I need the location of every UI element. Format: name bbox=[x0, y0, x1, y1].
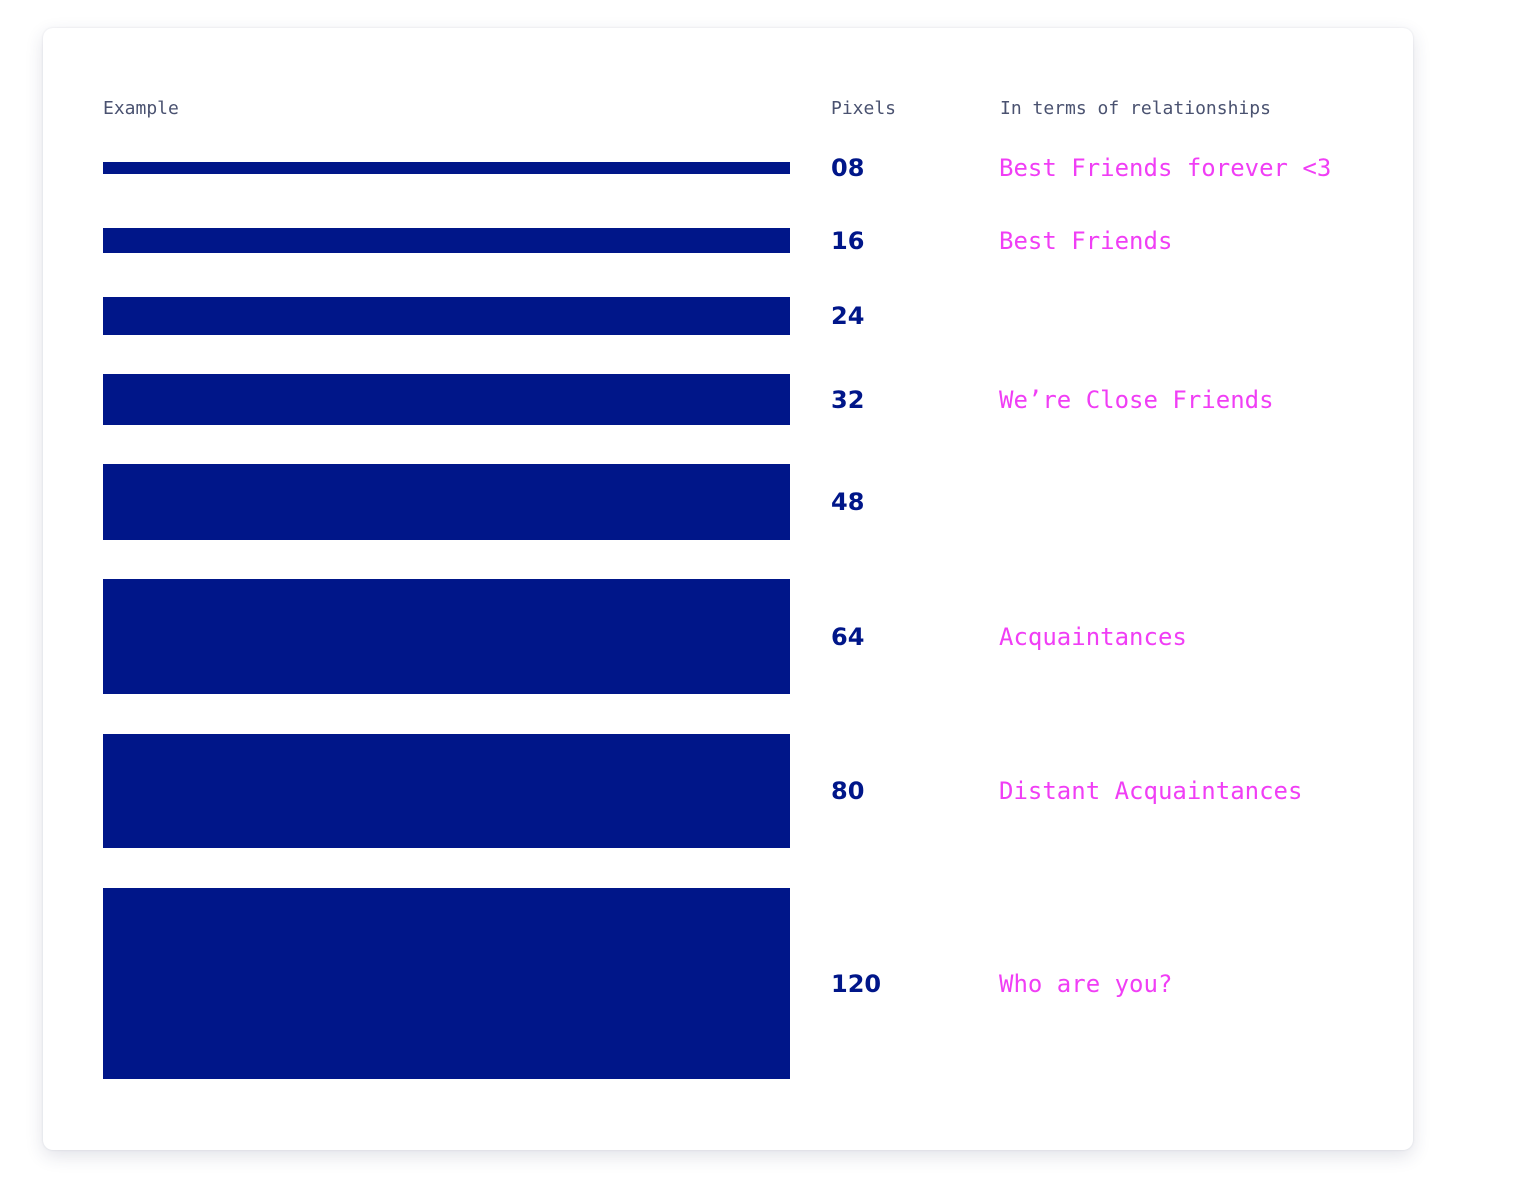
pixel-label: 64 bbox=[831, 622, 865, 651]
pixel-label: 48 bbox=[831, 488, 865, 516]
relationship-label: Distant Acquaintances bbox=[999, 777, 1303, 805]
header-pixels: Pixels bbox=[831, 98, 897, 119]
spacing-bar bbox=[103, 464, 790, 540]
pixel-label: 08 bbox=[831, 154, 865, 182]
pixel-label: 24 bbox=[831, 302, 865, 330]
spacing-bar bbox=[103, 734, 790, 848]
relationship-label: We’re Close Friends bbox=[999, 385, 1274, 414]
pixel-label: 120 bbox=[831, 969, 882, 998]
spacing-bar bbox=[103, 579, 790, 694]
relationship-label: Who are you? bbox=[999, 969, 1173, 998]
pixel-label: 16 bbox=[831, 226, 865, 255]
header-relationships: In terms of relationships bbox=[1000, 98, 1271, 119]
relationship-label: Acquaintances bbox=[999, 622, 1187, 651]
header-example: Example bbox=[103, 98, 179, 119]
spacing-bar bbox=[103, 888, 790, 1079]
pixel-label: 32 bbox=[831, 385, 865, 414]
pixel-label: 80 bbox=[831, 777, 865, 805]
relationship-label: Best Friends bbox=[999, 226, 1173, 255]
relationship-label: Best Friends forever <3 bbox=[999, 154, 1332, 182]
spacing-bar bbox=[103, 162, 790, 174]
spacing-bar bbox=[103, 297, 790, 335]
spacing-bar bbox=[103, 374, 790, 425]
spacing-bar bbox=[103, 228, 790, 253]
